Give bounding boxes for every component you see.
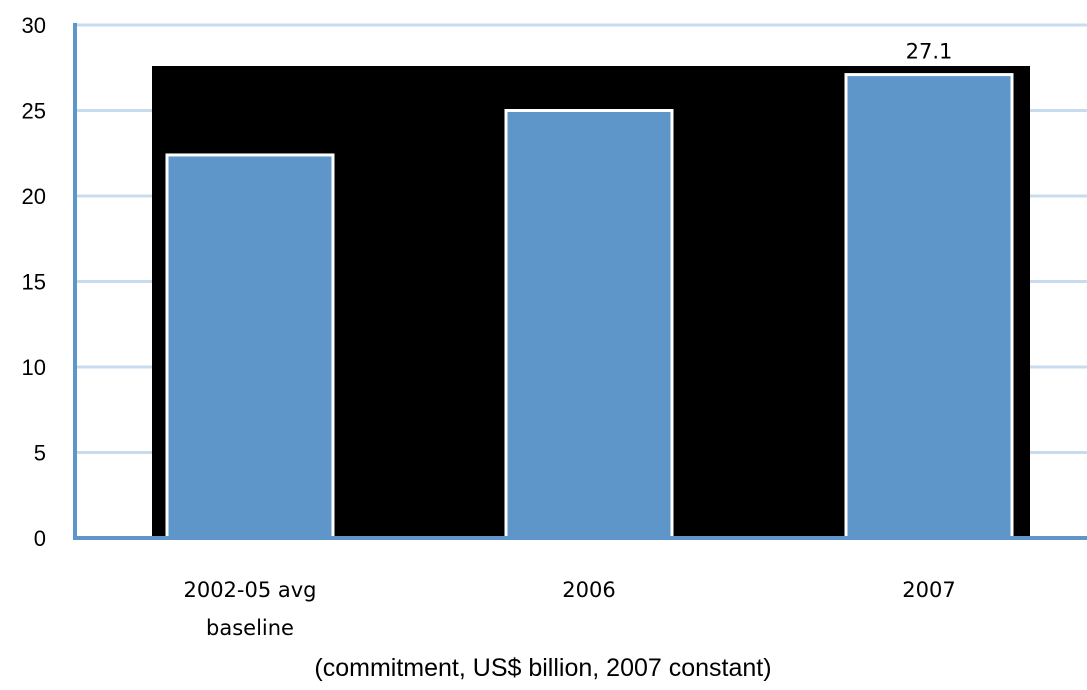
x-tick-label: baseline <box>206 616 294 640</box>
bar-1 <box>165 153 335 540</box>
y-tick-label: 15 <box>22 270 46 295</box>
data-labels: 27.1 <box>906 40 953 64</box>
y-tick-label: 5 <box>34 441 46 466</box>
bar-2 <box>504 109 674 540</box>
y-tick-label: 0 <box>34 526 46 551</box>
y-tick-label: 10 <box>22 355 46 380</box>
bars <box>165 73 1014 540</box>
x-axis-title: (commitment, US$ billion, 2007 constant) <box>314 654 771 682</box>
y-tick-label: 20 <box>22 184 46 209</box>
x-tick-labels: 2002-05 avg baseline 2006 2007 <box>183 578 955 640</box>
bar-3 <box>844 73 1014 540</box>
y-tick-label: 25 <box>22 99 46 124</box>
y-tick-labels: 0 5 10 15 20 25 30 <box>22 13 46 551</box>
x-tick-label: 2006 <box>562 578 615 602</box>
data-label: 27.1 <box>906 40 953 64</box>
y-tick-label: 30 <box>22 13 46 38</box>
x-tick-label: 2007 <box>902 578 955 602</box>
x-tick-label: 2002-05 avg <box>183 578 316 602</box>
